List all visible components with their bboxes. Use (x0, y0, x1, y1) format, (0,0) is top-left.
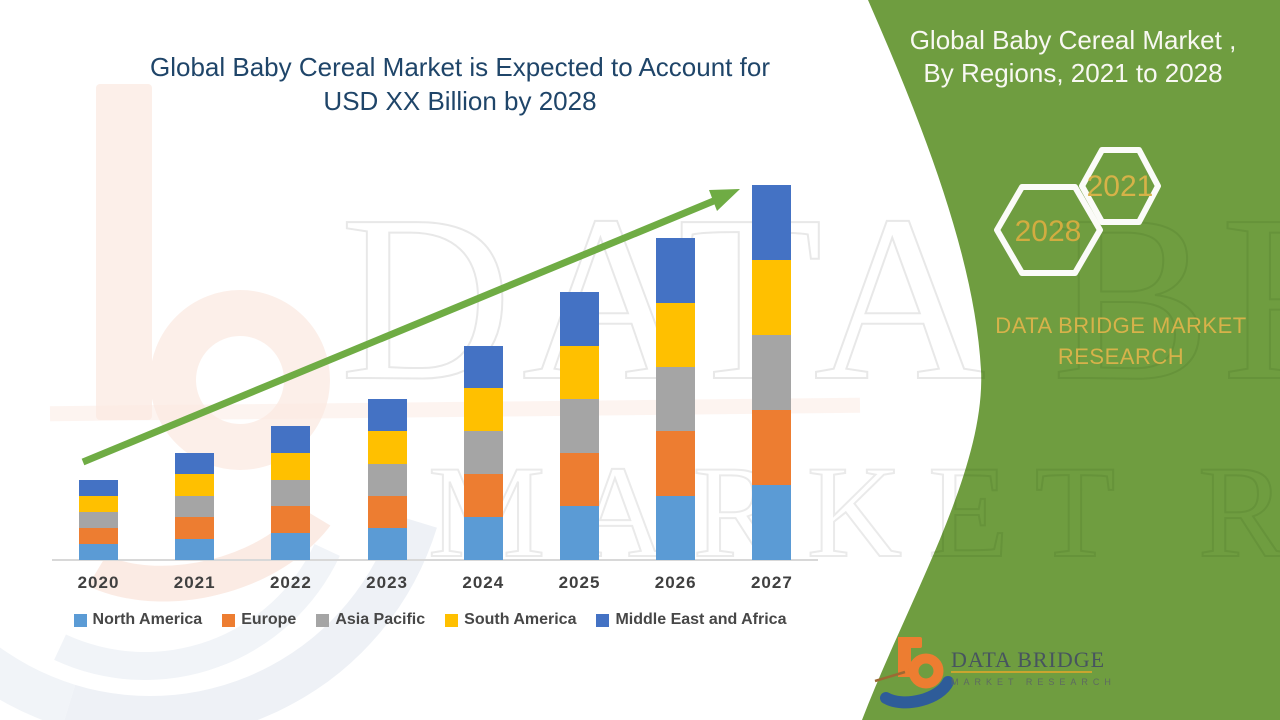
bar-2025-segment-north-america (560, 506, 599, 560)
legend-swatch (222, 613, 236, 627)
bar-2025-segment-middle-east-and-africa (560, 292, 599, 346)
x-axis-label-2027: 2027 (750, 573, 793, 592)
x-axis-label-2023: 2023 (366, 573, 408, 592)
bar-2024 (463, 345, 503, 560)
bar-2027 (752, 184, 792, 560)
bar-2021 (175, 452, 215, 560)
chart-legend: North America Europe Asia Pacific South Ame… (10, 611, 850, 629)
legend-label: North America (92, 611, 203, 628)
bar-2024-segment-asia-pacific (463, 431, 503, 475)
logo-brand-name: DATA BRIDGE (951, 647, 1106, 672)
legend-item-middle-east-and-africa: Middle East and Africa (596, 611, 786, 629)
bar-2026-segment-south-america (656, 302, 696, 368)
bar-2027-segment-north-america (752, 484, 792, 560)
x-axis-label-2021: 2021 (173, 573, 216, 592)
bar-2025-segment-europe (560, 452, 599, 507)
legend-swatch (596, 613, 610, 627)
bar-2022-segment-middle-east-and-africa (271, 426, 311, 453)
panel-heading: Global Baby Cereal Market , By Regions, … (903, 24, 1243, 90)
bar-2020-segment-europe (79, 527, 118, 544)
legend-item-europe: Europe (222, 611, 296, 629)
bar-2026 (656, 238, 696, 560)
bar-2027-segment-south-america (752, 259, 792, 335)
bar-2021-segment-middle-east-and-africa (175, 452, 215, 475)
bar-2022-segment-europe (271, 506, 311, 534)
bar-2024-segment-south-america (463, 388, 503, 432)
x-axis-label-2020: 2020 (77, 573, 120, 592)
bar-2020-segment-asia-pacific (79, 511, 118, 528)
bar-2024-segment-middle-east-and-africa (463, 345, 503, 389)
legend-swatch (316, 613, 330, 627)
legend-label: South America (464, 611, 577, 628)
bar-2021-segment-north-america (175, 538, 215, 560)
bar-2023-segment-europe (367, 495, 407, 528)
bar-2026-segment-asia-pacific (656, 367, 696, 432)
bar-2027-segment-asia-pacific (752, 334, 792, 410)
bar-2025 (560, 292, 599, 560)
bar-2024-segment-europe (463, 474, 503, 518)
bar-2022-segment-south-america (271, 452, 311, 480)
bar-2022-segment-north-america (271, 533, 311, 560)
bar-2021-segment-south-america (175, 474, 215, 496)
bar-2025-segment-asia-pacific (560, 399, 599, 453)
bar-2023-segment-asia-pacific (367, 463, 407, 496)
bar-2020 (79, 479, 118, 560)
x-axis-label-2026: 2026 (654, 573, 697, 592)
brand-text-line2: RESEARCH (1057, 344, 1185, 369)
bar-2021-segment-asia-pacific (175, 495, 215, 518)
bar-2027-segment-middle-east-and-africa (752, 184, 792, 260)
page-title-line1: Global Baby Cereal Market is Expected to… (150, 52, 770, 82)
x-axis-line (52, 559, 818, 561)
legend-label: Europe (241, 611, 297, 628)
logo-tagline: MARKET RESEARCH (951, 677, 1116, 687)
panel-heading-line1: Global Baby Cereal Market , (909, 25, 1237, 55)
legend-item-asia-pacific: Asia Pacific (316, 611, 425, 629)
bar-2020-segment-middle-east-and-africa (79, 479, 118, 496)
bar-2025-segment-south-america (560, 345, 599, 400)
page-title: Global Baby Cereal Market is Expected to… (110, 50, 810, 118)
bar-2026-segment-europe (656, 431, 696, 496)
bar-2022-segment-asia-pacific (271, 479, 311, 507)
bar-2023 (367, 399, 407, 560)
legend-label: Asia Pacific (335, 611, 426, 628)
legend-label: Middle East and Africa (615, 611, 787, 628)
panel-heading-line2: By Regions, 2021 to 2028 (923, 58, 1223, 88)
bar-2026-segment-middle-east-and-africa (656, 238, 696, 303)
bar-2020-segment-south-america (79, 495, 118, 512)
legend-swatch (73, 613, 87, 627)
legend-item-south-america: South America (445, 611, 576, 629)
bar-2022 (271, 426, 311, 560)
x-axis-label-2025: 2025 (558, 573, 601, 592)
bar-2023-segment-south-america (367, 431, 407, 464)
bar-2023-segment-middle-east-and-africa (367, 399, 407, 432)
bar-2027-segment-europe (752, 409, 792, 485)
brand-text: DATA BRIDGE MARKET RESEARCH (954, 310, 1280, 372)
bar-2023-segment-north-america (367, 527, 407, 560)
page-title-line2: USD XX Billion by 2028 (323, 86, 597, 116)
legend-swatch (445, 613, 459, 627)
bar-2026-segment-north-america (656, 495, 696, 560)
bar-2020-segment-north-america (79, 543, 118, 560)
brand-text-line1: DATA BRIDGE MARKET (995, 313, 1247, 338)
bar-2021-segment-europe (175, 517, 215, 539)
logo-gold-underline (951, 671, 1092, 673)
x-axis-label-2022: 2022 (269, 573, 312, 592)
legend-item-north-america: North America (73, 611, 203, 629)
bar-2024-segment-north-america (463, 517, 503, 560)
x-axis-label-2024: 2024 (462, 573, 505, 592)
